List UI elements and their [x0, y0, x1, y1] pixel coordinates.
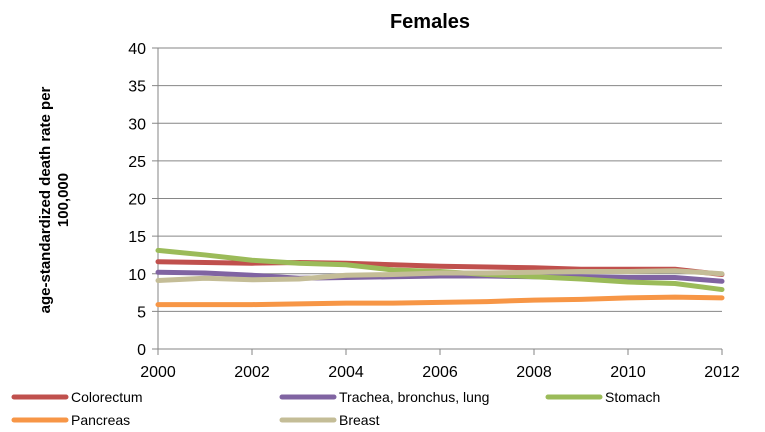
- x-tick-label: 2002: [234, 364, 270, 381]
- y-tick-label: 15: [128, 229, 146, 246]
- legend-item: Pancreas: [11, 412, 130, 428]
- x-axis-ticks: 2000 2002 2004 2006 2008 2010 2012: [140, 349, 740, 381]
- legend-label: Breast: [339, 412, 380, 428]
- y-axis-label-line-1: age-standardized death rate per: [37, 86, 54, 313]
- y-tick-label: 10: [128, 267, 146, 284]
- y-tick-label: 35: [128, 79, 146, 96]
- legend-item: Stomach: [545, 389, 660, 405]
- x-tick-label: 2000: [140, 364, 176, 381]
- y-axis-label-line-2: 100,000: [55, 173, 72, 227]
- x-tick-label: 2006: [422, 364, 458, 381]
- legend-label: Stomach: [605, 389, 660, 405]
- legend: Colorectum Trachea, bronchus, lung Stomach…: [11, 389, 660, 428]
- legend-label: Pancreas: [71, 412, 130, 428]
- y-axis-ticks: 0 5 10 15 20 25 30 35 40: [128, 41, 146, 359]
- x-tick-label: 2010: [610, 364, 646, 381]
- y-tick-label: 30: [128, 116, 146, 133]
- series-line-trachea-bronchus-lung: [155, 269, 725, 284]
- x-tick-label: 2012: [704, 364, 740, 381]
- legend-item: Trachea, bronchus, lung: [279, 389, 489, 405]
- y-tick-label: 0: [137, 342, 146, 359]
- series-lines: [155, 247, 725, 308]
- legend-item: Colorectum: [11, 389, 143, 405]
- legend-label: Trachea, bronchus, lung: [339, 389, 489, 405]
- series-line-pancreas: [155, 294, 725, 308]
- y-tick-label: 20: [128, 192, 146, 209]
- legend-label: Colorectum: [71, 389, 143, 405]
- x-tick-label: 2004: [328, 364, 364, 381]
- chart-title: Females: [390, 11, 470, 33]
- legend-item: Breast: [279, 412, 380, 428]
- series-line-breast: [155, 268, 725, 284]
- y-axis-label: age-standardized death rate per 100,000: [37, 86, 72, 313]
- y-tick-label: 25: [128, 154, 146, 171]
- y-tick-label: 5: [137, 304, 146, 321]
- y-tick-label: 40: [128, 41, 146, 58]
- x-tick-label: 2008: [516, 364, 552, 381]
